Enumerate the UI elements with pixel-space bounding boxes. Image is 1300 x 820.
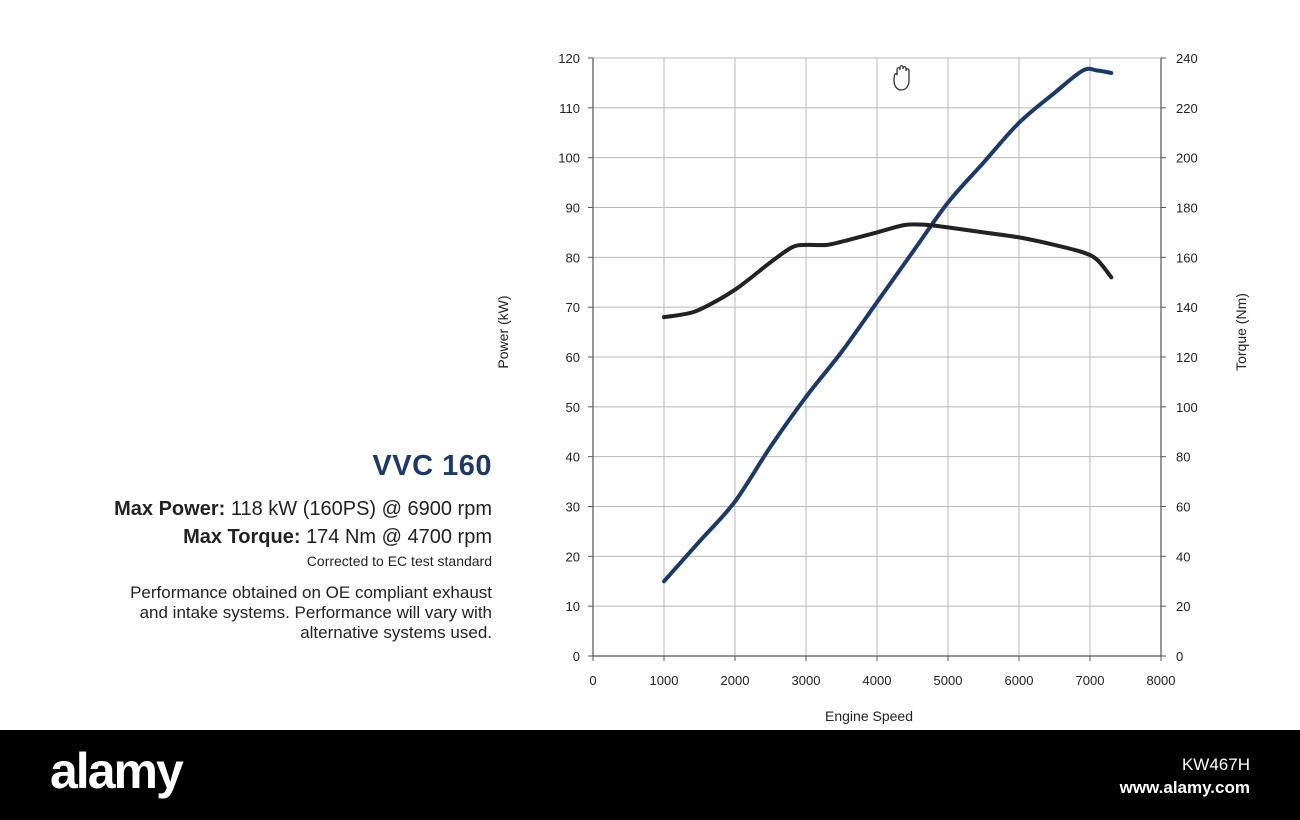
y-right-tick-label: 160 xyxy=(1176,250,1198,265)
x-tick-label: 2000 xyxy=(721,673,750,688)
x-tick-label: 1000 xyxy=(650,673,679,688)
max-torque-value: 174 Nm @ 4700 rpm xyxy=(306,526,492,548)
hand-cursor-icon xyxy=(893,65,910,91)
x-tick-label: 5000 xyxy=(934,673,963,688)
max-power-line: Max Power: 118 kW (160PS) @ 6900 rpm xyxy=(20,495,492,523)
y-axis-left-label: Power (kW) xyxy=(495,295,511,368)
y-right-tick-label: 220 xyxy=(1176,101,1198,116)
y-left-tick-label: 80 xyxy=(566,250,580,265)
y-left-tick-label: 70 xyxy=(566,300,580,315)
footer-url: www.alamy.com xyxy=(1119,778,1250,797)
y-right-tick-label: 0 xyxy=(1176,649,1183,664)
max-power-value: 118 kW (160PS) @ 6900 rpm xyxy=(230,498,492,520)
performance-note-line: and intake systems. Performance will var… xyxy=(139,603,492,622)
y-right-tick-label: 40 xyxy=(1176,549,1190,564)
y-right-tick-label: 100 xyxy=(1176,400,1198,415)
y-left-tick-label: 100 xyxy=(558,151,580,166)
corrected-note: Corrected to EC test standard xyxy=(306,553,492,569)
footer-image-id: KW467H xyxy=(1181,755,1250,774)
max-torque-label: Max Torque: xyxy=(183,526,301,548)
footer-logo: alamy xyxy=(50,743,184,799)
x-axis-label: Engine Speed xyxy=(825,708,913,724)
y-left-tick-label: 10 xyxy=(566,599,580,614)
torque-curve xyxy=(662,222,1114,320)
x-tick-label: 0 xyxy=(589,673,596,688)
chart-series xyxy=(662,66,1114,584)
max-power-label: Max Power: xyxy=(114,498,226,520)
performance-note-line: alternative systems used. xyxy=(300,623,492,642)
engine-performance-chart: 0 1000 2000 3000 4000 5000 6000 7000 80000102030… xyxy=(495,51,1249,724)
x-tick-label: 4000 xyxy=(863,673,892,688)
x-tick-label: 8000 xyxy=(1147,673,1176,688)
engine-info-panel: VVC 160 Max Power: 118 kW (160PS) @ 6900… xyxy=(20,450,492,643)
y-left-tick-label: 0 xyxy=(573,649,580,664)
max-torque-line: Max Torque: 174 Nm @ 4700 rpm xyxy=(20,523,492,551)
y-right-tick-label: 60 xyxy=(1176,500,1190,515)
y-left-tick-label: 110 xyxy=(559,101,580,116)
stock-footer-bar: alamy KW467H www.alamy.com xyxy=(0,730,1300,820)
y-left-tick-label: 50 xyxy=(566,400,580,415)
engine-title: VVC 160 xyxy=(372,450,492,482)
x-tick-label: 3000 xyxy=(792,673,821,688)
y-left-tick-label: 20 xyxy=(566,549,580,564)
power-curve xyxy=(662,66,1114,584)
y-right-tick-label: 140 xyxy=(1176,300,1198,315)
y-left-tick-label: 30 xyxy=(566,500,580,515)
y-left-tick-label: 120 xyxy=(558,51,580,66)
y-right-tick-label: 180 xyxy=(1176,201,1198,216)
y-axis-right-label: Torque (Nm) xyxy=(1233,293,1249,371)
y-right-tick-label: 120 xyxy=(1176,350,1198,365)
x-tick-label: 6000 xyxy=(1005,673,1034,688)
x-tick-label: 7000 xyxy=(1076,673,1105,688)
y-right-tick-label: 20 xyxy=(1176,599,1190,614)
y-left-tick-label: 40 xyxy=(566,450,580,465)
y-right-tick-label: 80 xyxy=(1176,450,1190,465)
y-left-tick-label: 90 xyxy=(566,201,580,216)
y-right-tick-label: 200 xyxy=(1176,151,1198,166)
chart-ticks: 0 1000 2000 3000 4000 5000 6000 7000 80000102030… xyxy=(558,51,1197,688)
performance-note-line: Performance obtained on OE compliant exh… xyxy=(130,583,492,602)
y-right-tick-label: 240 xyxy=(1176,51,1198,66)
y-left-tick-label: 60 xyxy=(566,350,580,365)
